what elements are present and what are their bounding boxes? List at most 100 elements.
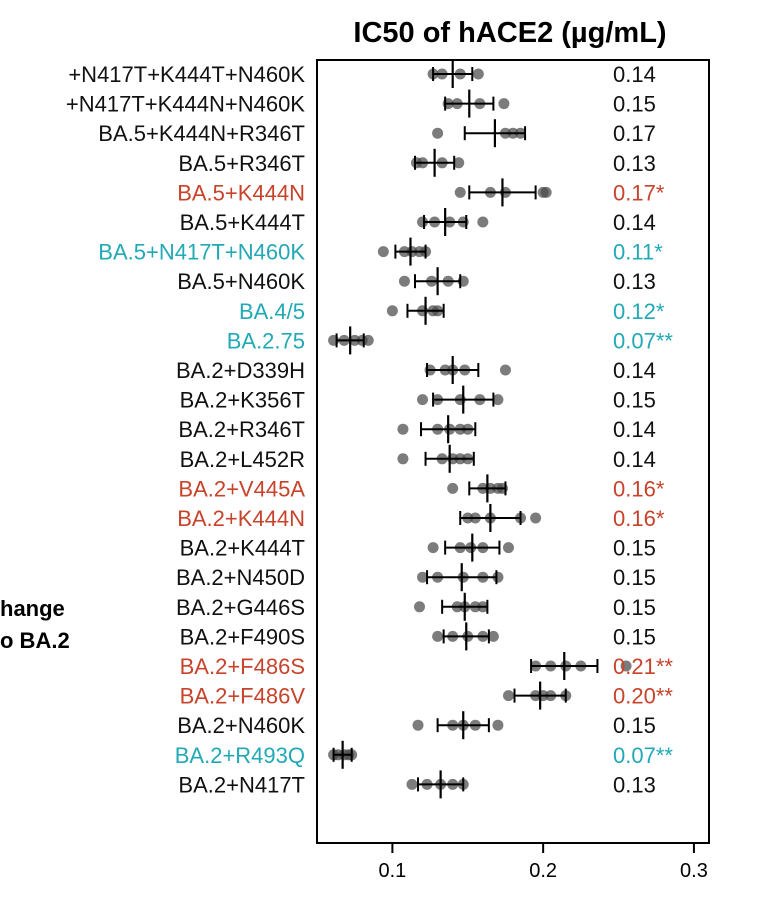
category-label: BA.2.75 <box>227 328 305 353</box>
category-label: BA.2+N450D <box>176 565 305 590</box>
value-label: 0.13 <box>613 151 656 176</box>
data-row: BA.4/5 0.12* <box>239 296 665 325</box>
category-label: BA.2+F490S <box>180 624 305 649</box>
value-label: 0.13 <box>613 772 656 797</box>
data-point <box>499 364 511 376</box>
category-label: BA.2+R346T <box>178 417 305 442</box>
data-row: BA.2+K444N 0.16* <box>177 504 665 532</box>
data-row: BA.2+L452R 0.14 <box>180 444 656 473</box>
value-label: 0.14 <box>613 358 656 383</box>
value-label: 0.15 <box>613 595 656 620</box>
category-label: BA.2+G446S <box>176 595 305 620</box>
data-point <box>454 186 466 198</box>
data-row: +N417T+K444T+N460K 0.14 <box>68 60 656 88</box>
data-point <box>414 601 426 613</box>
data-point <box>477 216 489 228</box>
category-label: BA.2+N460K <box>177 713 305 738</box>
category-label: BA.4/5 <box>239 299 305 324</box>
data-point <box>397 453 409 465</box>
category-label: BA.2+L452R <box>180 447 305 472</box>
value-label: 0.14 <box>613 417 656 442</box>
category-label: BA.2+N417T <box>178 772 305 797</box>
data-point <box>447 482 459 494</box>
value-label: 0.15 <box>613 536 656 561</box>
data-point <box>417 394 429 406</box>
side-label-line-2: o BA.2 <box>0 628 70 653</box>
category-label: BA.5+R346T <box>178 151 305 176</box>
data-row: BA.5+K444T 0.14 <box>180 208 656 236</box>
x-tick-label: 0.1 <box>378 860 406 882</box>
data-point <box>492 571 504 583</box>
value-label: 0.07** <box>613 743 673 768</box>
category-label: BA.5+N460K <box>177 269 305 294</box>
category-label: BA.2+F486S <box>180 654 305 679</box>
data-row: BA.2+F486S 0.21** <box>180 652 673 680</box>
data-row: BA.2+N417T 0.13 <box>178 770 656 799</box>
category-label: BA.5+K444N <box>177 180 305 205</box>
value-label: 0.17* <box>613 180 665 205</box>
data-row: BA.2+R493Q 0.07** <box>175 740 673 769</box>
value-label: 0.15 <box>613 388 656 413</box>
data-point <box>432 630 444 642</box>
value-label: 0.12* <box>613 299 665 324</box>
data-point <box>417 571 429 583</box>
data-point <box>487 630 499 642</box>
data-point <box>377 246 389 258</box>
data-point <box>502 542 514 554</box>
value-label: 0.15 <box>613 624 656 649</box>
value-label: 0.11* <box>613 240 663 265</box>
category-label: BA.2+V445A <box>178 476 305 501</box>
data-point <box>472 68 484 80</box>
data-point <box>432 127 444 139</box>
value-label: 0.14 <box>613 210 656 235</box>
data-row: BA.5+N417T+N460K 0.11* <box>98 237 663 266</box>
category-label: +N417T+K444N+N460K <box>66 92 305 117</box>
value-label: 0.13 <box>613 269 656 294</box>
data-point <box>502 690 514 702</box>
data-point <box>397 423 409 435</box>
data-point <box>492 394 504 406</box>
data-row: BA.2+G446S 0.15 <box>176 592 656 621</box>
data-row: BA.5+N460K 0.13 <box>177 267 656 296</box>
data-row: BA.5+K444N+R346T 0.17 <box>98 119 656 148</box>
value-label: 0.20** <box>613 684 673 709</box>
data-row: BA.2+V445A 0.16* <box>178 474 665 503</box>
plot-area: 0.1 0.2 0.3+N417T+K444T+N460K 0.14+N417T+K4… <box>66 59 710 882</box>
data-row: BA.2+F490S 0.15 <box>180 622 656 651</box>
value-label: 0.16* <box>613 476 665 501</box>
data-row: BA.2+R346T 0.14 <box>178 415 656 444</box>
data-point <box>530 512 542 524</box>
data-row: BA.5+K444N 0.17* <box>177 178 665 207</box>
data-row: BA.2+N460K 0.15 <box>177 711 656 740</box>
data-row: BA.2+K444T 0.15 <box>180 533 656 562</box>
data-point <box>412 719 424 731</box>
value-label: 0.15 <box>613 92 656 117</box>
data-point <box>540 186 552 198</box>
side-label-line-1: hange <box>0 596 65 621</box>
data-point <box>417 216 429 228</box>
category-label: BA.5+K444T <box>180 210 305 235</box>
category-label: +N417T+K444T+N460K <box>68 62 305 87</box>
data-row: +N417T+K444N+N460K 0.15 <box>66 89 656 118</box>
category-label: BA.2+K444N <box>177 506 305 531</box>
value-label: 0.14 <box>613 447 656 472</box>
data-point <box>406 778 418 790</box>
category-label: BA.2+K356T <box>180 388 305 413</box>
category-label: BA.5+N417T+N460K <box>98 240 305 265</box>
data-point <box>386 305 398 317</box>
category-label: BA.2+F486V <box>180 684 306 709</box>
x-tick-label: 0.3 <box>680 860 708 882</box>
data-row: BA.2+K356T 0.15 <box>180 385 656 414</box>
category-label: BA.5+K444N+R346T <box>98 121 305 146</box>
data-point <box>498 98 510 110</box>
data-row: BA.2.75 0.07** <box>227 326 673 355</box>
x-tick-label: 0.2 <box>529 860 557 882</box>
value-label: 0.17 <box>613 121 656 146</box>
plot-frame <box>316 59 710 844</box>
data-point <box>362 334 374 346</box>
value-label: 0.16* <box>613 506 665 531</box>
category-label: BA.2+K444T <box>180 536 305 561</box>
data-point <box>398 275 410 287</box>
value-label: 0.15 <box>613 713 656 738</box>
